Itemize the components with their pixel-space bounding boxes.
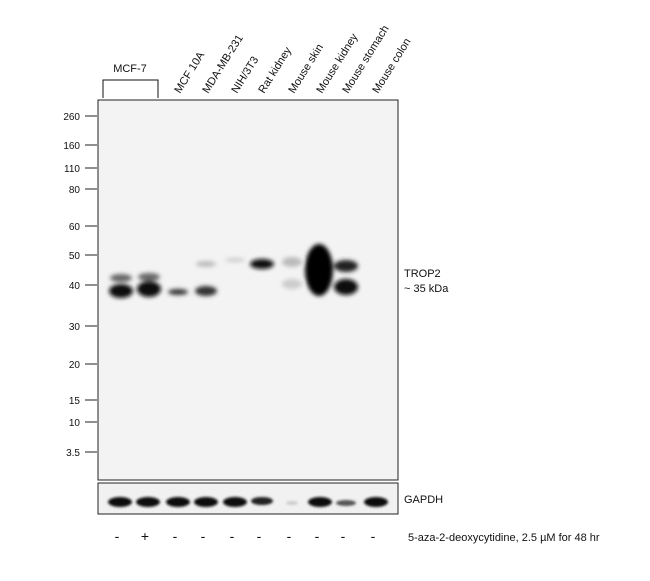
marker-label: 40 xyxy=(69,281,81,292)
target-label: TROP2 xyxy=(404,268,441,280)
treatment-sign: - xyxy=(201,528,206,544)
treatment-sign: - xyxy=(371,528,376,544)
marker-label: 260 xyxy=(63,112,80,123)
group-bracket xyxy=(102,79,159,98)
loading-label: GAPDH xyxy=(404,494,443,506)
bands xyxy=(109,244,358,298)
marker-label: 3.5 xyxy=(66,448,80,459)
marker-label: 110 xyxy=(64,164,80,175)
gapdh-bands xyxy=(108,497,388,507)
treatment-sign: - xyxy=(341,528,346,544)
treatment-label: 5-aza-2-deoxycytidine, 2.5 µM for 48 hr xyxy=(408,532,600,544)
marker-label: 80 xyxy=(69,185,81,196)
group-label: MCF-7 xyxy=(113,63,147,75)
target-size: ~ 35 kDa xyxy=(404,283,449,295)
marker-label: 160 xyxy=(63,141,80,152)
treatment-sign: - xyxy=(257,528,262,544)
marker-label: 30 xyxy=(69,322,81,333)
marker-label: 60 xyxy=(69,222,81,233)
treatment-sign: - xyxy=(230,528,235,544)
treatment-sign: - xyxy=(315,528,320,544)
treatment-sign: - xyxy=(115,528,120,544)
marker-label: 10 xyxy=(69,418,81,429)
marker-label: 50 xyxy=(69,251,81,262)
marker-label: 20 xyxy=(69,360,81,371)
treatment-sign: + xyxy=(141,528,149,544)
marker-label: 15 xyxy=(69,396,81,407)
treatment-sign: - xyxy=(173,528,178,544)
treatment-sign: - xyxy=(287,528,292,544)
